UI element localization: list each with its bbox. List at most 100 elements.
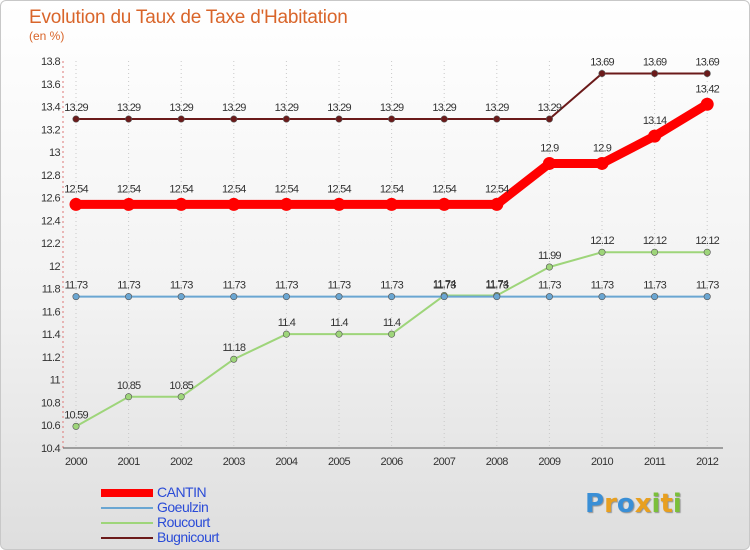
data-point-bugnicourt <box>598 70 606 78</box>
legend-label: CANTIN <box>157 484 207 500</box>
y-tick-label: 12.2 <box>41 238 60 250</box>
data-point-goeulzin <box>388 293 396 301</box>
x-tick-label: 2007 <box>433 456 456 468</box>
x-tick-label: 2010 <box>591 456 614 468</box>
x-tick-label: 2002 <box>170 456 193 468</box>
y-tick-label: 13.2 <box>41 124 60 136</box>
series-line-roucourt <box>75 251 708 428</box>
logo-letter: t <box>660 489 673 519</box>
data-label-cantin: 12.9 <box>540 142 559 154</box>
y-tick-label: 11 <box>50 375 61 387</box>
data-label-roucourt: 11.74 <box>485 278 508 290</box>
data-label-roucourt: 11.4 <box>278 317 296 329</box>
data-point-goeulzin <box>335 293 343 301</box>
data-point-bugnicourt <box>72 115 80 123</box>
data-point-bugnicourt <box>177 115 185 123</box>
data-point-cantin <box>69 197 83 211</box>
data-point-roucourt <box>230 355 238 363</box>
data-label-cantin: 12.54 <box>275 183 299 195</box>
data-label-bugnicourt: 13.29 <box>275 102 299 114</box>
data-point-goeulzin <box>177 293 185 301</box>
data-label-cantin: 12.54 <box>485 183 509 195</box>
data-label-roucourt: 11.4 <box>330 317 348 329</box>
data-point-bugnicourt <box>440 115 448 123</box>
data-point-goeulzin <box>230 293 238 301</box>
data-point-cantin <box>279 197 293 211</box>
data-point-cantin <box>332 197 346 211</box>
data-label-cantin: 12.54 <box>117 183 141 195</box>
legend-swatch <box>101 507 153 509</box>
data-point-cantin <box>227 197 241 211</box>
logo-letter: o <box>616 489 635 519</box>
data-label-goeulzin: 11.73 <box>643 280 666 292</box>
x-tick-label: 2009 <box>538 456 561 468</box>
data-point-goeulzin <box>440 293 448 301</box>
data-point-goeulzin <box>598 293 606 301</box>
data-point-goeulzin <box>282 293 290 301</box>
legend-label: Bugnicourt <box>157 529 219 545</box>
data-point-bugnicourt <box>493 115 501 123</box>
y-tick-label: 13.8 <box>41 56 60 68</box>
data-label-roucourt: 11.18 <box>222 342 245 354</box>
y-tick-label: 13.6 <box>41 79 60 91</box>
data-label-bugnicourt: 13.29 <box>117 102 141 114</box>
data-point-roucourt <box>125 393 133 401</box>
y-tick-label: 12.4 <box>41 215 60 227</box>
y-tick-label: 12.6 <box>41 193 60 205</box>
logo-letter: i <box>651 489 661 519</box>
data-point-goeulzin <box>545 293 553 301</box>
data-point-bugnicourt <box>335 115 343 123</box>
x-tick-label: 2011 <box>644 456 666 468</box>
data-label-goeulzin: 11.73 <box>696 280 719 292</box>
data-label-goeulzin: 11.73 <box>65 280 88 292</box>
data-label-goeulzin: 11.73 <box>275 280 298 292</box>
data-point-cantin <box>542 156 556 170</box>
y-tick-label: 11.8 <box>42 284 61 296</box>
x-tick-label: 2001 <box>118 456 141 468</box>
data-label-cantin: 13.42 <box>695 83 719 95</box>
data-label-bugnicourt: 13.29 <box>380 102 404 114</box>
data-point-cantin <box>437 197 451 211</box>
data-point-cantin <box>595 156 609 170</box>
data-point-goeulzin <box>72 293 80 301</box>
data-point-goeulzin <box>703 293 711 301</box>
data-label-goeulzin: 11.73 <box>222 280 245 292</box>
x-tick-label: 2006 <box>381 456 404 468</box>
data-point-bugnicourt <box>545 115 553 123</box>
data-point-bugnicourt <box>388 115 396 123</box>
y-tick-label: 10.4 <box>41 443 60 455</box>
data-label-bugnicourt: 13.69 <box>643 57 667 69</box>
data-point-bugnicourt <box>703 70 711 78</box>
data-point-roucourt <box>598 248 606 256</box>
data-label-cantin: 12.9 <box>593 142 612 154</box>
data-point-bugnicourt <box>230 115 238 123</box>
data-point-cantin <box>700 97 714 111</box>
data-label-cantin: 13.14 <box>643 115 667 127</box>
data-label-cantin: 12.54 <box>380 183 404 195</box>
y-tick-label: 12.8 <box>41 170 60 182</box>
x-tick-label: 2012 <box>696 456 719 468</box>
logo-letter: r <box>604 489 617 519</box>
data-label-bugnicourt: 13.29 <box>64 102 88 114</box>
y-tick-label: 10.8 <box>41 397 60 409</box>
x-tick-label: 2008 <box>486 456 509 468</box>
data-point-roucourt <box>545 263 553 271</box>
data-point-cantin <box>648 129 662 143</box>
data-label-cantin: 12.54 <box>432 183 456 195</box>
y-tick-label: 10.6 <box>41 420 60 432</box>
data-label-goeulzin: 11.73 <box>433 280 456 292</box>
x-tick-label: 2003 <box>223 456 246 468</box>
data-label-goeulzin: 11.73 <box>485 280 508 292</box>
proxiti-logo: Proxiti <box>585 489 682 519</box>
data-label-bugnicourt: 13.29 <box>327 102 351 114</box>
data-point-goeulzin <box>125 293 133 301</box>
data-label-roucourt: 11.4 <box>383 317 401 329</box>
data-point-roucourt <box>177 393 185 401</box>
data-point-cantin <box>385 197 399 211</box>
data-label-goeulzin: 11.73 <box>328 280 351 292</box>
y-tick-label: 11.6 <box>42 306 61 318</box>
y-tick-label: 12 <box>49 261 61 273</box>
data-label-bugnicourt: 13.29 <box>538 102 562 114</box>
